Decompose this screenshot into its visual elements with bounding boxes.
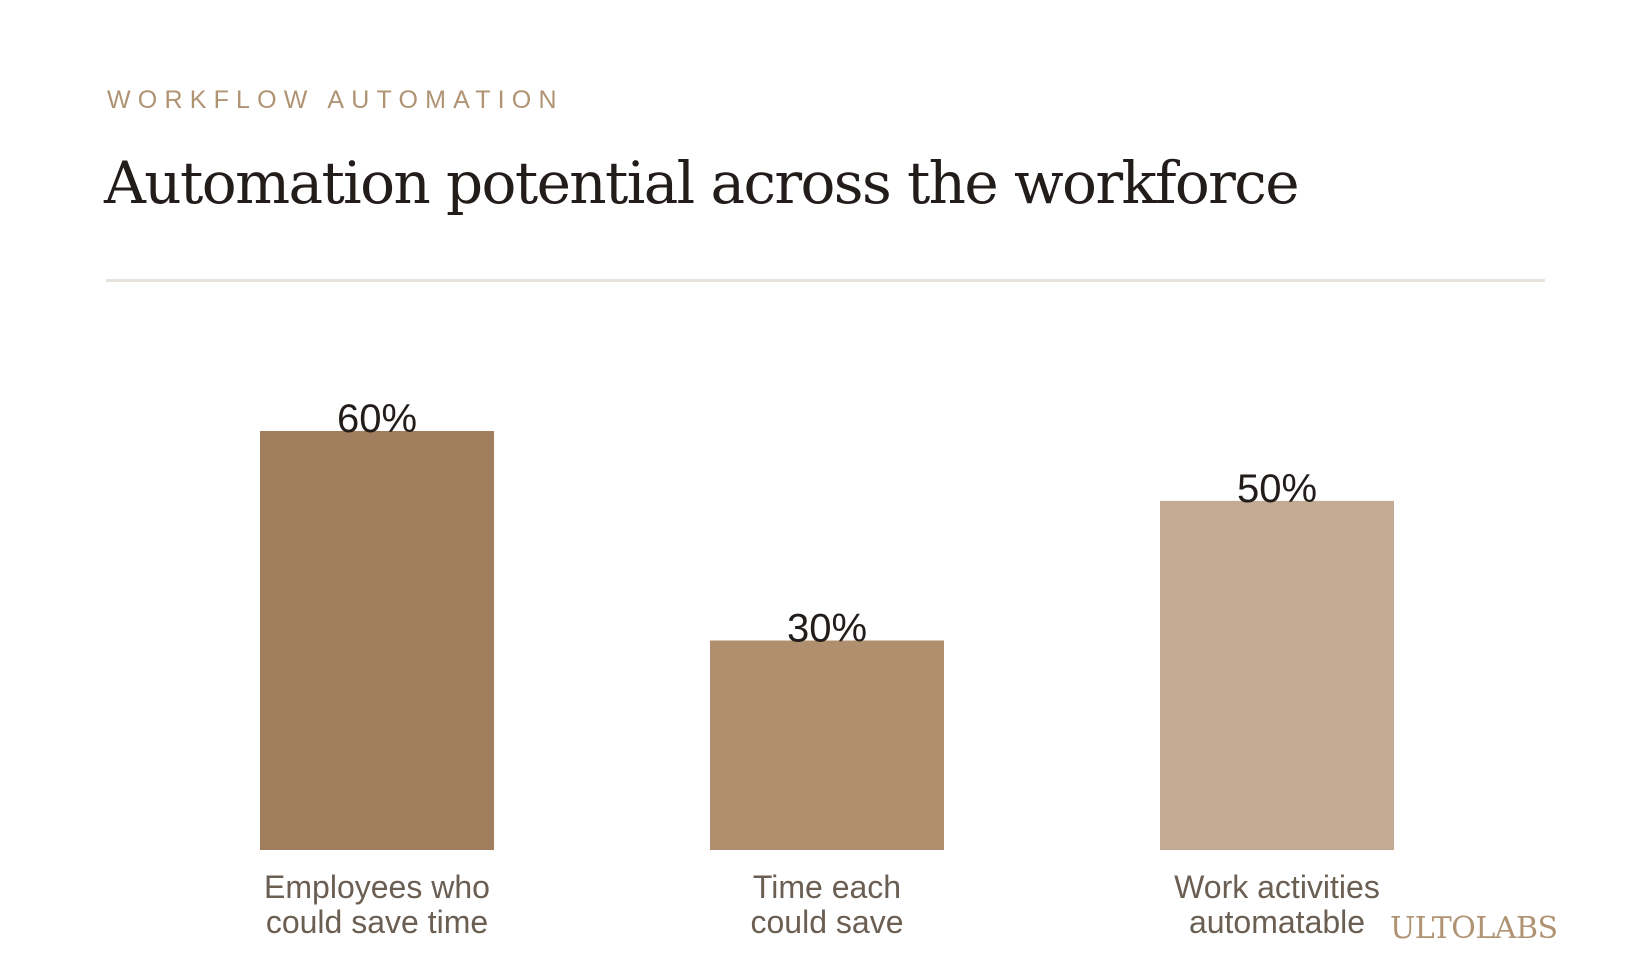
title-divider: [106, 279, 1545, 282]
category-label-3-line-2: automatable: [1189, 904, 1365, 940]
eyebrow-label: WORKFLOW AUTOMATION: [107, 86, 564, 114]
category-label-1-line-2: could save time: [266, 904, 488, 940]
category-label-3-line-1: Work activities: [1174, 869, 1380, 905]
value-label-2: 30%: [787, 607, 867, 651]
value-label-1: 60%: [337, 397, 417, 441]
bar-1: [260, 431, 494, 850]
category-label-2-line-2: could save: [751, 904, 904, 940]
category-label-1-line-1: Employees who: [264, 869, 490, 905]
value-label-3: 50%: [1237, 467, 1317, 511]
category-label-2-line-1: Time each: [753, 869, 901, 905]
bar-2: [710, 640, 944, 850]
bar-3: [1160, 500, 1394, 850]
brand-logo: ULTOLABS: [1390, 911, 1558, 946]
page-title: Automation potential across the workforc…: [104, 149, 1300, 217]
